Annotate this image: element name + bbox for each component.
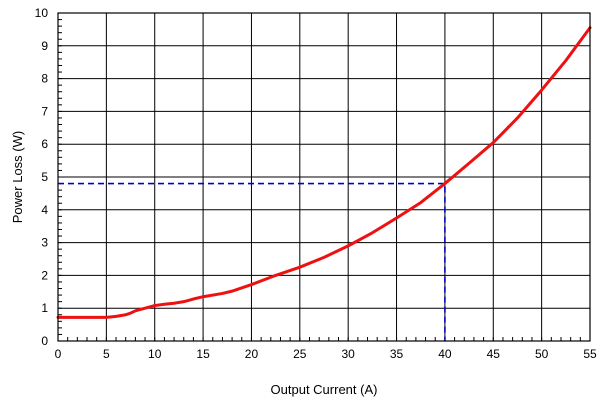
y-tick-label: 5	[41, 170, 48, 184]
y-tick-label: 9	[41, 39, 48, 53]
reference-dashed-line	[58, 182, 446, 341]
x-axis-title: Output Current (A)	[271, 382, 378, 397]
y-axis-title: Power Loss (W)	[10, 131, 25, 223]
x-tick-label: 55	[583, 347, 597, 361]
y-tick-label: 1	[41, 301, 48, 315]
grid	[57, 12, 591, 342]
y-tick-label: 6	[41, 137, 48, 151]
y-tick-label: 8	[41, 72, 48, 86]
y-tick-label: 2	[41, 268, 48, 282]
y-tick-label: 10	[35, 6, 49, 20]
reference-lines	[58, 182, 446, 341]
x-tick-label: 15	[196, 347, 210, 361]
y-tick-label: 4	[41, 203, 48, 217]
x-tick-label: 30	[342, 347, 356, 361]
y-tick-label: 7	[41, 104, 48, 118]
x-tick-label: 0	[55, 347, 62, 361]
y-tick-label: 3	[41, 236, 48, 250]
x-tick-label: 45	[487, 347, 501, 361]
x-tick-label: 5	[103, 347, 110, 361]
x-tick-labels: 0 5 10 15 20 25 30 35 40 45 50 55	[55, 347, 597, 361]
x-tick-label: 40	[438, 347, 452, 361]
x-tick-label: 25	[293, 347, 307, 361]
power-loss-series-line	[56, 26, 592, 319]
y-tick-labels: 0 1 2 3 4 5 6 7 8 9 10	[35, 6, 49, 348]
x-tick-label: 20	[245, 347, 259, 361]
x-tick-label: 10	[148, 347, 162, 361]
x-tick-label: 35	[390, 347, 404, 361]
x-tick-label: 50	[535, 347, 549, 361]
plot-frame	[57, 12, 591, 342]
y-tick-label: 0	[41, 334, 48, 348]
series	[56, 26, 592, 319]
